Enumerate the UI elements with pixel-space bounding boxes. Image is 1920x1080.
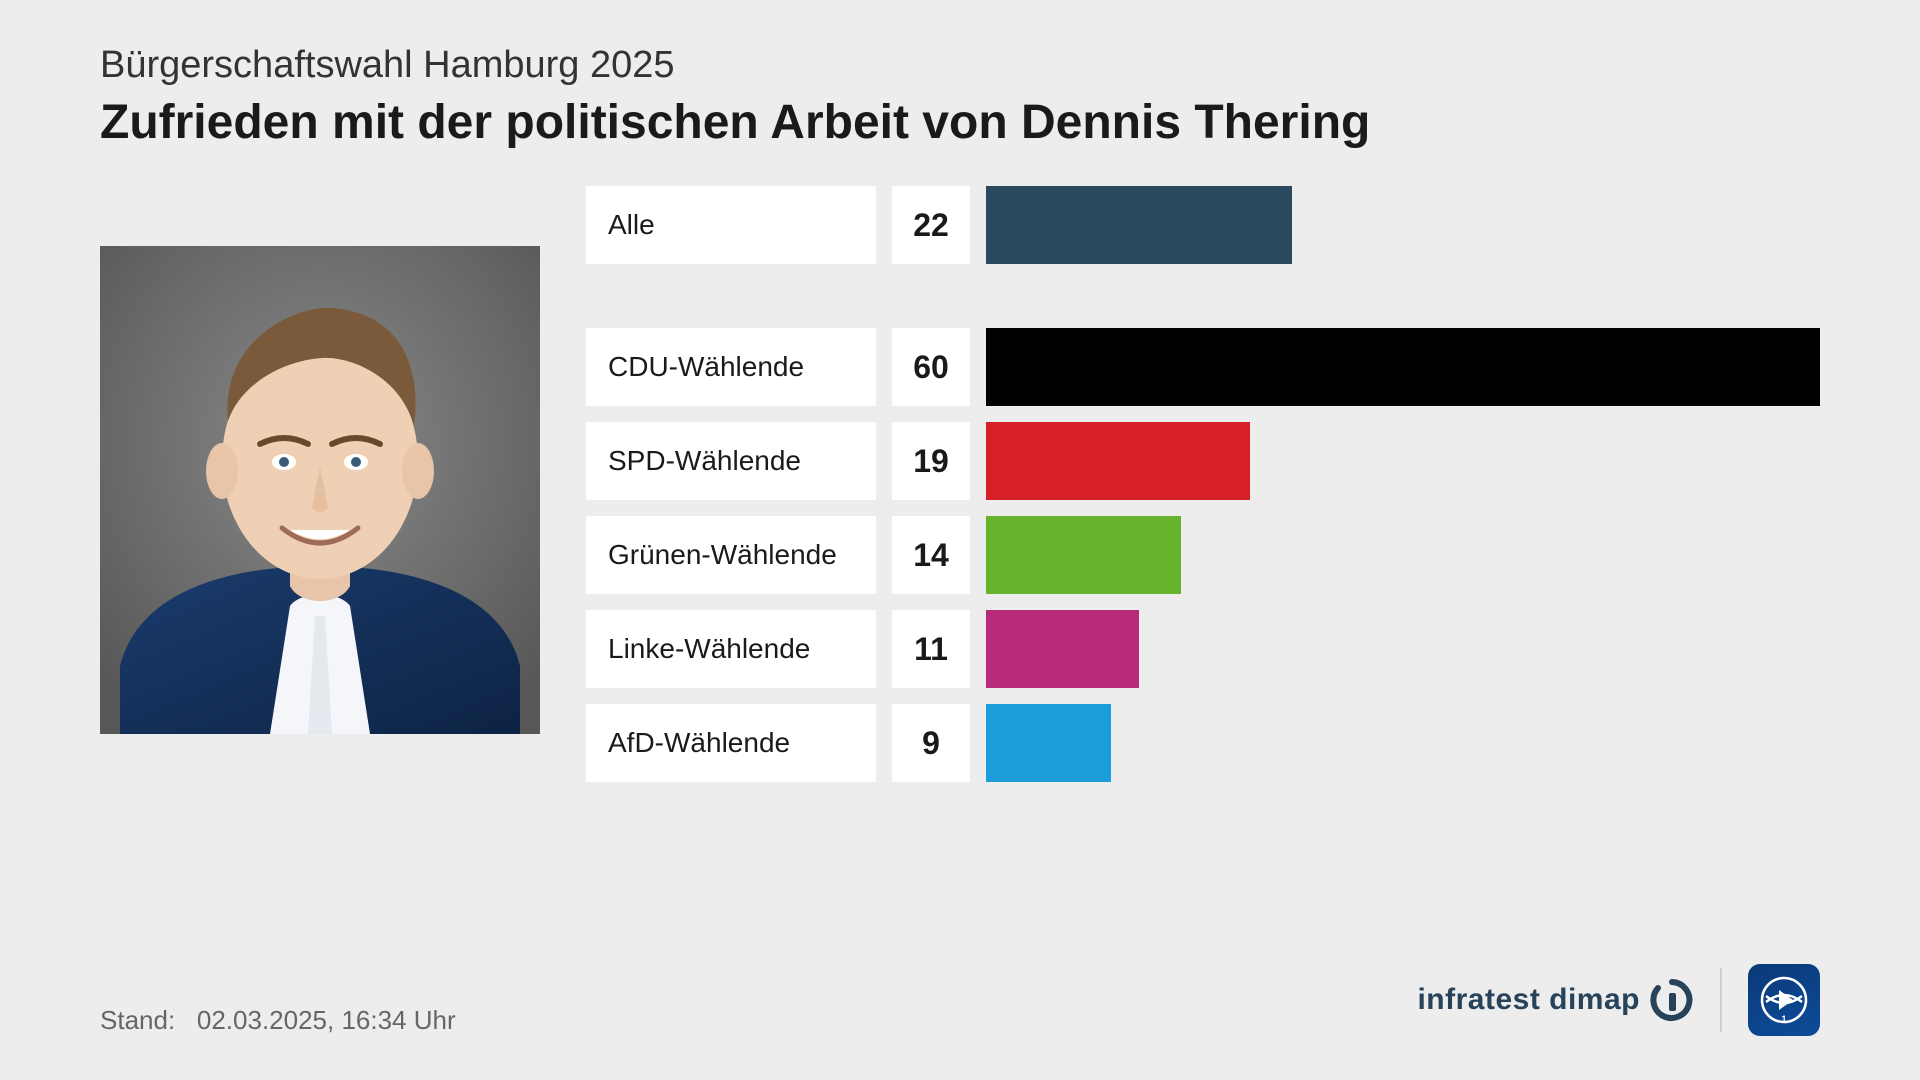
bar-label: Linke-Wählende	[586, 610, 876, 688]
bar-fill	[986, 610, 1139, 688]
bar-label: AfD-Wählende	[586, 704, 876, 782]
logo-group: infratest dimap 1	[1417, 964, 1820, 1036]
logo-divider	[1720, 968, 1722, 1032]
bar-chart: Alle22CDU-Wählende60SPD-Wählende19Grünen…	[586, 186, 1820, 798]
bar-track	[986, 186, 1820, 264]
bar-row: AfD-Wählende9	[586, 704, 1820, 782]
bar-fill	[986, 422, 1250, 500]
bar-fill	[986, 516, 1181, 594]
infratest-dimap-logo: infratest dimap	[1417, 978, 1694, 1022]
bar-fill	[986, 704, 1111, 782]
bar-value: 22	[892, 186, 970, 264]
bar-track	[986, 328, 1820, 406]
bar-label: Grünen-Wählende	[586, 516, 876, 594]
bar-row: Linke-Wählende11	[586, 610, 1820, 688]
bar-track	[986, 422, 1820, 500]
bar-value: 60	[892, 328, 970, 406]
bar-track	[986, 610, 1820, 688]
bar-row: CDU-Wählende60	[586, 328, 1820, 406]
bar-row: Alle22	[586, 186, 1820, 264]
bar-value: 19	[892, 422, 970, 500]
bar-fill	[986, 328, 1820, 406]
bar-value: 11	[892, 610, 970, 688]
supertitle: Bürgerschaftswahl Hamburg 2025	[100, 44, 1820, 87]
footer: Stand: 02.03.2025, 16:34 Uhr infratest d…	[100, 964, 1820, 1036]
content-row: Alle22CDU-Wählende60SPD-Wählende19Grünen…	[100, 186, 1820, 798]
ard-logo: 1	[1748, 964, 1820, 1036]
timestamp-value: 02.03.2025, 16:34 Uhr	[197, 1005, 456, 1035]
bar-row: SPD-Wählende19	[586, 422, 1820, 500]
bar-value: 14	[892, 516, 970, 594]
infratest-dimap-icon	[1650, 978, 1694, 1022]
timestamp: Stand: 02.03.2025, 16:34 Uhr	[100, 1005, 456, 1036]
bar-track	[986, 516, 1820, 594]
bar-track	[986, 704, 1820, 782]
svg-text:1: 1	[1781, 1014, 1786, 1024]
bar-row: Grünen-Wählende14	[586, 516, 1820, 594]
chart-title: Zufrieden mit der politischen Arbeit von…	[100, 95, 1820, 150]
bar-label: SPD-Wählende	[586, 422, 876, 500]
bar-label: Alle	[586, 186, 876, 264]
bar-value: 9	[892, 704, 970, 782]
bar-label: CDU-Wählende	[586, 328, 876, 406]
politician-photo	[100, 246, 540, 734]
timestamp-label: Stand:	[100, 1005, 175, 1035]
infratest-dimap-text: infratest dimap	[1417, 983, 1640, 1017]
bar-fill	[986, 186, 1292, 264]
